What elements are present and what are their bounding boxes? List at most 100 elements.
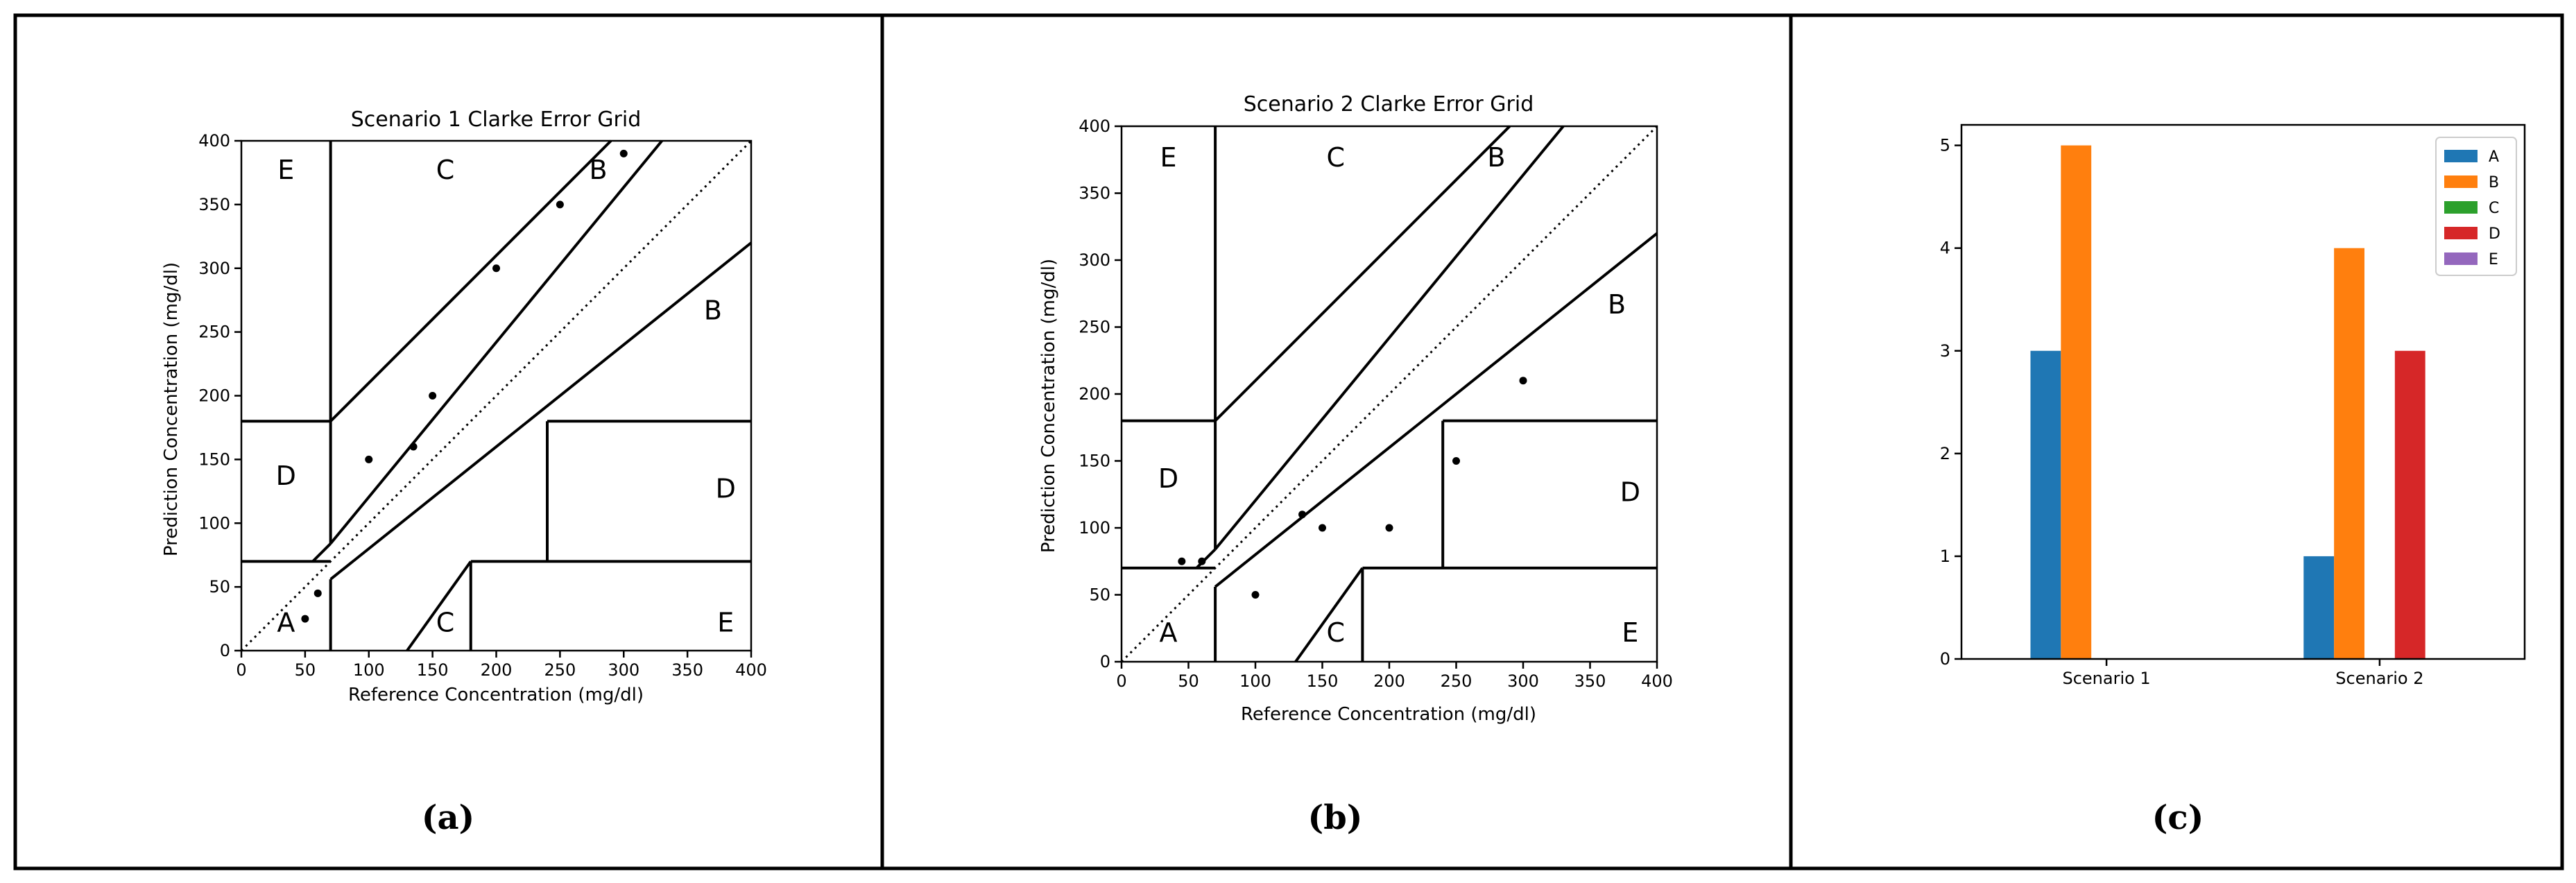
zone-boundary-b: [1214, 125, 1511, 422]
chart-title-a: Scenario 1 Clarke Error Grid: [351, 108, 642, 132]
y-tick-label-c: 0: [1940, 649, 1950, 669]
x-tick-label-b: 50: [1178, 671, 1199, 691]
x-tick-label-a: 100: [353, 660, 385, 680]
legend-label-c: C: [2489, 200, 2499, 217]
y-tick-label-a: 300: [198, 259, 230, 278]
x-tick-label-b: 100: [1239, 671, 1271, 691]
x-tick-label-a: 0: [236, 660, 246, 680]
bar-d: [2394, 350, 2425, 659]
zone-boundary-a: [406, 560, 472, 652]
data-point-b: [1178, 557, 1186, 565]
legend-swatch-e: [2444, 252, 2478, 265]
data-point-b: [1198, 557, 1206, 565]
identity-line-b: [1120, 125, 1658, 663]
chart-title-b: Scenario 2 Clarke Error Grid: [1244, 92, 1534, 117]
zone-boundary-a: [329, 139, 663, 545]
x-tick-label-c: Scenario 1: [2062, 669, 2150, 688]
legend-label-d: D: [2489, 225, 2500, 243]
legend-label-e: E: [2489, 251, 2498, 268]
zone-label-b: E: [1160, 142, 1177, 173]
zone-boundary-a: [311, 542, 332, 563]
y-tick-label-c: 4: [1940, 239, 1950, 258]
x-axis-title-a: Reference Concentration (mg/dl): [348, 685, 644, 705]
zone-label-a: C: [436, 607, 455, 637]
y-tick-label-b: 300: [1079, 250, 1110, 270]
zone-label-a: E: [717, 607, 734, 637]
zone-boundary-a: [329, 241, 753, 581]
y-tick-label-c: 2: [1940, 444, 1950, 463]
y-tick-label-c: 1: [1940, 547, 1950, 566]
caption-c: (c): [2152, 798, 2204, 837]
identity-line-a: [240, 139, 753, 652]
panel-b-clarke-grid: Scenario 2 Clarke Error Grid Reference C…: [1038, 92, 1673, 837]
data-point-a: [301, 615, 309, 623]
data-point-a: [314, 589, 322, 597]
data-point-b: [1519, 377, 1527, 385]
x-tick-label-b: 250: [1441, 671, 1472, 691]
data-point-a: [619, 149, 628, 157]
zone-label-b: C: [1327, 142, 1346, 173]
bar-b: [2061, 145, 2092, 660]
y-tick-label-b: 0: [1100, 652, 1110, 671]
y-tick-label-b: 150: [1079, 452, 1110, 471]
data-point-a: [492, 264, 500, 273]
y-tick-label-a: 400: [198, 131, 230, 151]
data-point-b: [1385, 524, 1393, 532]
legend-label-a: A: [2489, 148, 2499, 166]
x-tick-label-b: 200: [1373, 671, 1405, 691]
zone-label-a: D: [716, 474, 736, 504]
y-tick-label-a: 0: [220, 641, 230, 660]
y-tick-label-a: 250: [198, 323, 230, 342]
zone-label-a: C: [436, 155, 455, 185]
y-tick-label-c: 3: [1940, 341, 1950, 361]
plot-area-b: A B B C C D D E E 00 50 50 100 100 150 150 200 200 250 250 3…: [1079, 117, 1673, 691]
bar-b: [2334, 248, 2364, 659]
zone-label-a: B: [704, 295, 722, 325]
caption-b: (b): [1308, 798, 1363, 837]
caption-a: (a): [422, 798, 475, 837]
zone-boundary-b: [1195, 548, 1217, 569]
y-tick-label-a: 100: [198, 513, 230, 533]
zone-label-a: A: [277, 607, 295, 637]
legend-swatch-d: [2444, 227, 2478, 239]
panel-a-clarke-grid: Scenario 1 Clarke Error Grid Reference C…: [161, 108, 767, 837]
x-tick-label-b: 350: [1574, 671, 1606, 691]
legend-label-b: B: [2489, 174, 2499, 191]
zone-boundary-b: [1214, 232, 1658, 588]
panel-c-border: [1789, 13, 2564, 871]
y-tick-label-b: 350: [1079, 184, 1110, 203]
data-point-b: [1298, 511, 1307, 519]
zone-label-b: B: [1608, 289, 1626, 320]
x-tick-label-a: 350: [671, 660, 703, 680]
x-tick-label-a: 300: [608, 660, 639, 680]
plot-area-a: A B B C C D D E E 00 50 50 100 100 150 150 200 200 250 250 3…: [198, 131, 767, 680]
data-point-b: [1452, 457, 1460, 465]
x-tick-label-c: Scenario 2: [2335, 669, 2423, 688]
y-tick-label-a: 350: [198, 195, 230, 214]
x-tick-label-b: 300: [1507, 671, 1539, 691]
y-tick-label-b: 200: [1079, 384, 1110, 404]
y-tick-label-a: 200: [198, 386, 230, 406]
zone-label-b: B: [1487, 142, 1505, 173]
zone-boundary-b: [1214, 125, 1565, 551]
legend-swatch-c: [2444, 201, 2478, 214]
x-tick-label-b: 0: [1116, 671, 1126, 691]
data-point-a: [409, 443, 418, 451]
y-tick-label-b: 50: [1089, 585, 1110, 605]
x-axis-title-b: Reference Concentration (mg/dl): [1241, 704, 1536, 725]
data-point-a: [429, 392, 437, 400]
zone-label-a: D: [276, 461, 296, 491]
legend-swatch-b: [2444, 175, 2478, 188]
x-tick-label-b: 150: [1307, 671, 1339, 691]
zone-label-b: C: [1327, 617, 1346, 648]
x-tick-label-a: 400: [735, 660, 767, 680]
x-tick-label-a: 250: [544, 660, 576, 680]
axes-frame-c: [1960, 123, 2526, 660]
y-tick-label-a: 50: [209, 577, 230, 597]
data-point-b: [1251, 591, 1260, 599]
zone-label-b: E: [1622, 617, 1638, 648]
data-point-a: [365, 455, 373, 463]
